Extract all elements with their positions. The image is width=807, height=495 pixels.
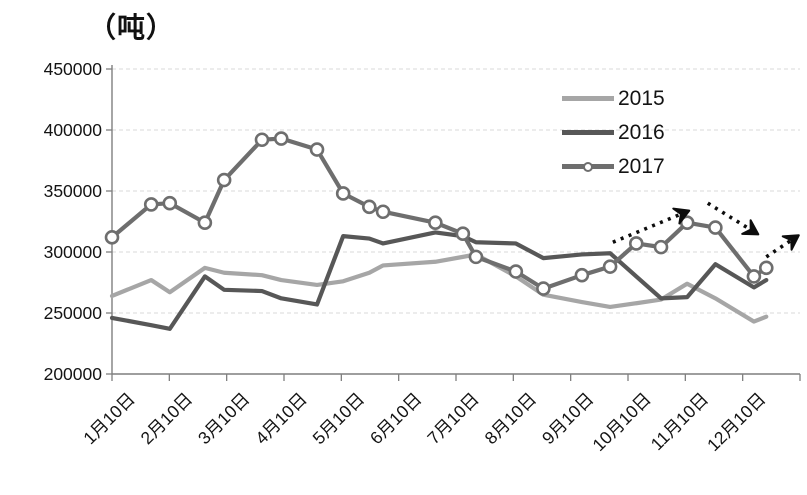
dotted-trend-arrow-down-right bbox=[706, 201, 760, 236]
y-axis-tick-label: 300000 bbox=[44, 242, 103, 262]
x-axis-tick-label: 4月10日 bbox=[251, 389, 311, 449]
y-axis-tick-label: 200000 bbox=[44, 364, 103, 384]
x-axis-tick-label: 9月10日 bbox=[538, 389, 598, 449]
data-point-marker-2017 bbox=[508, 264, 524, 279]
data-point-marker-2017 bbox=[653, 239, 669, 255]
legend-label: 2016 bbox=[618, 121, 665, 144]
x-axis-tick-label: 12月10日 bbox=[703, 389, 769, 455]
series-line-2017 bbox=[109, 136, 769, 291]
x-axis-tick-label: 1月10日 bbox=[79, 389, 139, 449]
x-axis-tick-label: 5月10日 bbox=[309, 389, 369, 449]
legend-item-2015: 2015 bbox=[562, 86, 665, 111]
data-point-marker-2017 bbox=[455, 226, 471, 241]
chart-title: （吨） bbox=[88, 12, 176, 43]
data-point-marker-2017 bbox=[197, 215, 213, 231]
legend-line-swatch-2016 bbox=[562, 130, 614, 135]
data-point-marker-2017 bbox=[254, 132, 270, 148]
x-axis-tick-label: 10月10日 bbox=[588, 389, 654, 455]
x-axis-tick-label: 8月10日 bbox=[481, 389, 541, 449]
data-point-marker-2017 bbox=[335, 186, 351, 201]
series-lines bbox=[104, 131, 774, 331]
data-point-marker-2017 bbox=[679, 215, 695, 231]
data-point-marker-2017 bbox=[143, 197, 159, 212]
data-point-marker-2017 bbox=[758, 260, 774, 276]
data-point-marker-2017 bbox=[375, 204, 391, 220]
data-point-marker-2017 bbox=[309, 142, 325, 157]
data-point-marker-2017 bbox=[162, 195, 178, 211]
data-point-marker-2017 bbox=[574, 267, 590, 283]
data-point-marker-2017 bbox=[362, 199, 377, 215]
y-axis-tick-label: 250000 bbox=[44, 303, 103, 323]
legend-circle-marker bbox=[583, 161, 593, 172]
data-point-marker-2017 bbox=[273, 131, 289, 146]
legend-line-swatch-2017 bbox=[562, 161, 614, 172]
data-point-marker-2017 bbox=[428, 215, 443, 231]
data-point-marker-2017 bbox=[536, 281, 551, 296]
legend-label: 2017 bbox=[618, 155, 665, 178]
data-point-marker-2017 bbox=[628, 236, 644, 251]
trend-arrow-annotations bbox=[612, 201, 800, 259]
legend-item-2016: 2016 bbox=[562, 120, 665, 145]
y-axis-tick-label: 400000 bbox=[44, 120, 103, 140]
series-line-2016 bbox=[109, 230, 769, 331]
gridlines bbox=[112, 68, 800, 314]
axes bbox=[106, 65, 801, 381]
x-axis-tick-label: 6月10日 bbox=[366, 389, 426, 449]
x-axis-tick-label: 11月10日 bbox=[647, 389, 713, 455]
x-axis-tick-label: 2月10日 bbox=[137, 389, 197, 449]
data-point-marker-2017 bbox=[708, 220, 723, 235]
x-axis-tick-label: 7月10日 bbox=[423, 389, 483, 449]
y-axis-tick-label: 450000 bbox=[44, 59, 103, 79]
data-point-marker-2017 bbox=[216, 172, 232, 188]
legend-line-swatch-2015 bbox=[562, 96, 614, 101]
series-line-2015 bbox=[109, 252, 769, 324]
y-axis-tick-label: 350000 bbox=[44, 181, 103, 201]
legend: 2015 2016 2017 bbox=[562, 86, 665, 179]
data-point-marker-2017 bbox=[104, 230, 120, 245]
x-axis-tick-label: 3月10日 bbox=[194, 389, 254, 449]
data-point-marker-2017 bbox=[468, 249, 484, 265]
legend-item-2017: 2017 bbox=[562, 154, 665, 179]
dotted-trend-arrow-up-right bbox=[765, 234, 800, 259]
data-point-marker-2017 bbox=[602, 259, 618, 274]
data-point-marker-2017 bbox=[746, 269, 762, 284]
legend-label: 2015 bbox=[618, 87, 665, 110]
